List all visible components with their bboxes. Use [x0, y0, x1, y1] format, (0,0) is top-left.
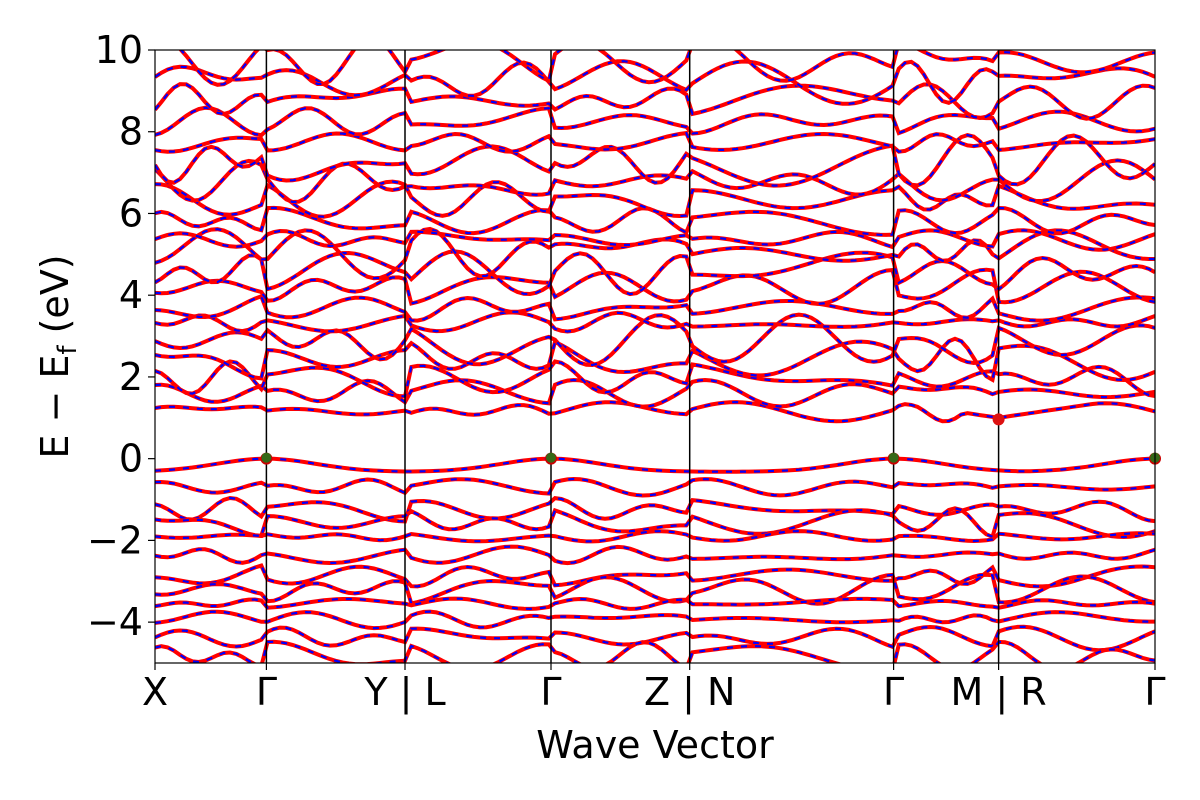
plot-frame [154, 49, 1156, 664]
valence-band-1-dashed [155, 477, 1155, 497]
y-tick-label-2: 0 [119, 437, 143, 481]
valence-band-3-dashed [155, 507, 1155, 539]
x-tick-label-4: Z | N [644, 670, 735, 715]
valence-band-4-solid [155, 529, 1155, 544]
y-tick-label-0: −4 [87, 600, 143, 644]
conduction-band-14-dashed [155, 133, 1155, 187]
x-axis-ticks: X Γ Y | L Γ Z | N Γ M | R Γ [142, 663, 1166, 715]
conduction-band-2-solid [155, 359, 1155, 399]
conduction-band-7-dashed [155, 268, 1155, 306]
conduction-band-17-dashed [155, 82, 1155, 120]
band-lines [155, 50, 1155, 663]
y-axis-label-main: E − E [33, 355, 77, 459]
y-axis-ticks: −4 −2 0 2 4 6 8 10 [87, 28, 155, 644]
band-edge-marker-overlay-1 [546, 452, 556, 463]
x-tick-label-2: Y | L [363, 670, 445, 715]
y-tick-label-6: 8 [119, 110, 143, 154]
conduction-band-19-dashed [179, 50, 1155, 86]
conduction-band-10-dashed [155, 229, 1155, 251]
valence-band-7-solid [155, 572, 1155, 606]
valence-band-10-dashed [155, 625, 1155, 652]
y-axis-label-unit: (eV) [33, 254, 77, 345]
conduction-band-9-dashed [155, 227, 1155, 280]
conduction-band-19-solid [178, 50, 1155, 87]
conduction-band-16-solid [155, 105, 1155, 138]
conduction-band-4-dashed [155, 313, 1155, 367]
x-tick-label-5: Γ [883, 670, 904, 714]
valence-band-6-dashed [155, 564, 1155, 588]
x-axis-label: Wave Vector [536, 723, 774, 767]
band-edge-marker-overlay-0 [261, 452, 272, 463]
conduction-band-1-dashed [155, 378, 1155, 408]
conduction-band-1-solid [155, 377, 1155, 409]
y-tick-label-4: 4 [119, 273, 143, 317]
valence-band-2-dashed [155, 496, 1155, 523]
x-tick-label-6: M | R [951, 670, 1047, 715]
conduction-band-13-solid [155, 158, 1155, 205]
y-axis-label: E − Ef (eV) [33, 254, 83, 458]
valence-band-8-dashed [155, 597, 1155, 611]
y-tick-label-7: 10 [95, 28, 143, 72]
conduction-band-15-dashed [155, 131, 1155, 153]
y-tick-label-3: 2 [119, 355, 143, 399]
conduction-band-5-solid [155, 310, 1155, 334]
valence-band-9-dashed [155, 610, 1155, 630]
high-symmetry-lines [265, 50, 1000, 663]
conduction-band-8-solid [155, 249, 1155, 297]
x-tick-label-1: Γ [256, 670, 277, 714]
x-tick-label-7: Γ [1144, 670, 1165, 714]
conduction-band-12-dashed [155, 180, 1155, 218]
conduction-band-3-dashed [155, 337, 1155, 382]
valence-band-1-solid [155, 476, 1155, 498]
conduction-band-16-dashed [155, 106, 1155, 137]
valence-band-11-solid [155, 639, 1155, 663]
valence-band-11-dashed [155, 640, 1155, 663]
valence-band-5-dashed [155, 545, 1155, 565]
conduction-band-0-dashed [155, 400, 1155, 423]
band-edge-markers [260, 413, 1161, 465]
band-edge-marker-4 [992, 413, 1005, 426]
x-tick-label-3: Γ [540, 670, 561, 714]
valence-band-0-solid [155, 456, 1155, 474]
conduction-band-8-dashed [155, 250, 1155, 296]
band-edge-marker-overlay-2 [888, 452, 899, 463]
valence-band-2-solid [155, 495, 1155, 524]
valence-band-7-dashed [155, 573, 1155, 605]
valence-band-4-dashed [155, 529, 1155, 543]
conduction-band-17-solid [155, 82, 1155, 121]
y-tick-label-1: −2 [87, 518, 143, 562]
conduction-band-6-dashed [155, 294, 1155, 322]
x-tick-label-0: X [142, 670, 168, 714]
y-axis-label-subscript: f [53, 345, 83, 355]
y-tick-label-5: 6 [119, 191, 143, 235]
conduction-band-11-dashed [155, 206, 1155, 237]
